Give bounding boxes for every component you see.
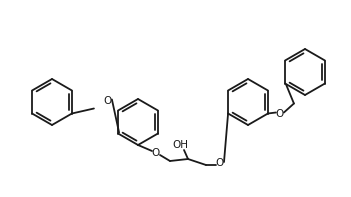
Text: O: O	[276, 109, 284, 119]
Text: O: O	[216, 158, 224, 168]
Text: OH: OH	[172, 140, 188, 150]
Text: O: O	[152, 148, 160, 158]
Text: O: O	[104, 96, 112, 106]
